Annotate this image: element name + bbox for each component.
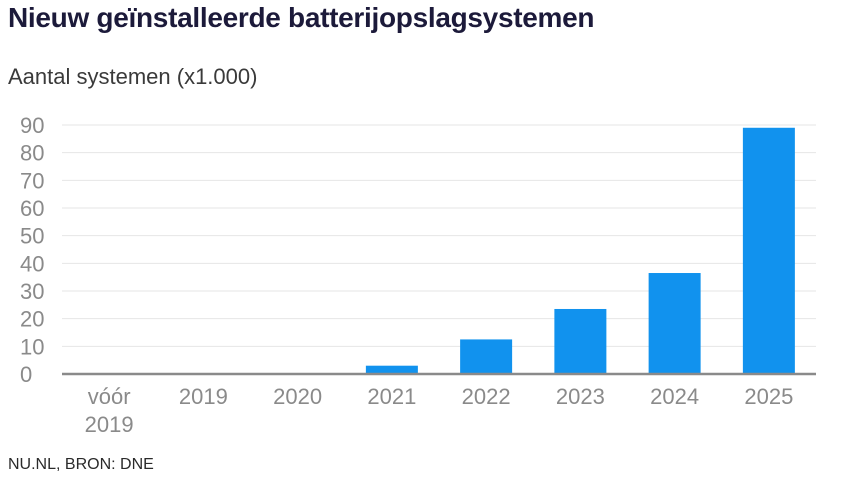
x-tick-label: 2023 [556,384,605,409]
y-tick-label: 80 [20,141,44,166]
y-tick-label: 30 [20,279,44,304]
source-note: NU.NL, BRON: DNE [8,456,154,473]
x-axis-ticks: vóór 2019 2019 2020 2021 2022 2023 2024 2025 [85,384,794,437]
bar [554,308,607,374]
y-tick-label: 40 [20,251,44,276]
x-tick-label: 2021 [367,384,416,409]
bar [460,339,513,374]
chart-subtitle: Aantal systemen (x1.000) [8,64,258,89]
x-tick-label: 2020 [273,384,322,409]
bars [365,127,795,375]
bar [648,273,701,374]
bar [742,127,795,375]
x-tick-label: 2025 [744,384,793,409]
y-tick-label: 50 [20,224,44,249]
y-tick-label: 10 [20,334,44,359]
y-tick-label: 90 [20,113,44,138]
y-tick-label: 20 [20,307,44,332]
bar [365,365,418,374]
x-tick-label: 2019 [179,384,228,409]
x-tick-label: 2022 [462,384,511,409]
gridlines [62,124,816,347]
y-tick-label: 70 [20,168,44,193]
y-tick-label: 60 [20,196,44,221]
y-tick-label: 0 [20,362,32,387]
chart-title: Nieuw geïnstalleerde batterijopslagsyste… [8,2,595,33]
x-tick-label: 2024 [650,384,699,409]
x-tick-label: vóór 2019 [85,384,134,437]
